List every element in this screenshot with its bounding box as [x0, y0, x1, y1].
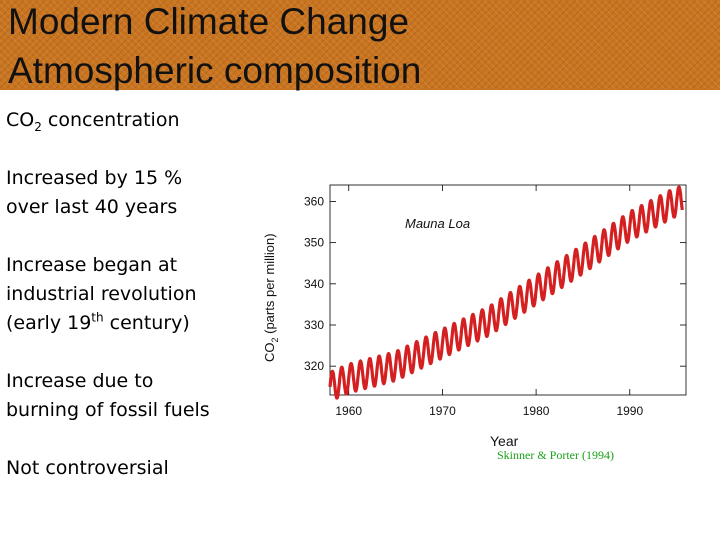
y-axis-ticks: 320 330 340 350 360: [304, 194, 686, 373]
bullet-text: century): [103, 312, 190, 334]
y-axis-label-prefix: CO: [262, 343, 277, 363]
bullet-line: Increased by 15 %: [6, 167, 183, 189]
bullet-text: CO: [6, 109, 35, 131]
plot-frame: [329, 184, 687, 396]
bullet-co2-concentration: CO2 concentration: [6, 106, 266, 135]
x-tick-label: 1970: [429, 404, 456, 418]
x-axis-ticks: 1960 1970 1980 1990: [335, 185, 643, 418]
bullet-fossil-fuels: Increase due to burning of fossil fuels: [6, 367, 266, 425]
bullet-industrial-revolution: Increase began at industrial revolution …: [6, 251, 266, 338]
y-axis-label: CO2 (parts per million): [262, 233, 280, 362]
source-credit: Skinner & Porter (1994): [497, 448, 614, 462]
co2-series-line: [328, 185, 684, 400]
bullet-list: CO2 concentration Increased by 15 % over…: [6, 106, 266, 512]
y-tick-label: 340: [304, 277, 324, 291]
y-tick-label: 330: [304, 318, 324, 332]
slide-title-line2: Atmospheric composition: [8, 50, 422, 91]
bullet-line: Increase began at: [6, 254, 178, 276]
slide-title-line1: Modern Climate Change: [8, 1, 410, 42]
bullet-text: concentration: [41, 109, 180, 131]
bullet-line: industrial revolution: [6, 283, 197, 305]
title-bar: Modern Climate Change Atmospheric compos…: [0, 0, 720, 91]
x-tick-label: 1960: [335, 404, 362, 418]
bullet-line: over last 40 years: [6, 196, 178, 218]
bullet-line: Not controversial: [6, 457, 169, 479]
bullet-not-controversial: Not controversial: [6, 454, 266, 483]
co2-chart: 320 330 340 350 360 1960 1970 1980 1990 Mauna L…: [262, 184, 687, 449]
subscript: 2: [34, 119, 42, 134]
y-tick-label: 320: [304, 359, 324, 373]
bullet-text: (early 19: [6, 312, 92, 334]
bullet-line: burning of fossil fuels: [6, 399, 210, 421]
x-tick-label: 1990: [616, 404, 643, 418]
y-axis-label-suffix: (parts per million): [262, 233, 277, 337]
superscript: th: [91, 310, 104, 325]
y-tick-label: 350: [304, 236, 324, 250]
x-axis-label: Year: [490, 433, 519, 449]
x-tick-label: 1980: [523, 404, 550, 418]
bullet-increase-15-percent: Increased by 15 % over last 40 years: [6, 164, 266, 222]
y-axis-label-sub: 2: [270, 337, 280, 342]
chart-title: Mauna Loa: [405, 216, 470, 231]
y-tick-label: 360: [304, 194, 324, 208]
bullet-line: Increase due to: [6, 370, 154, 392]
